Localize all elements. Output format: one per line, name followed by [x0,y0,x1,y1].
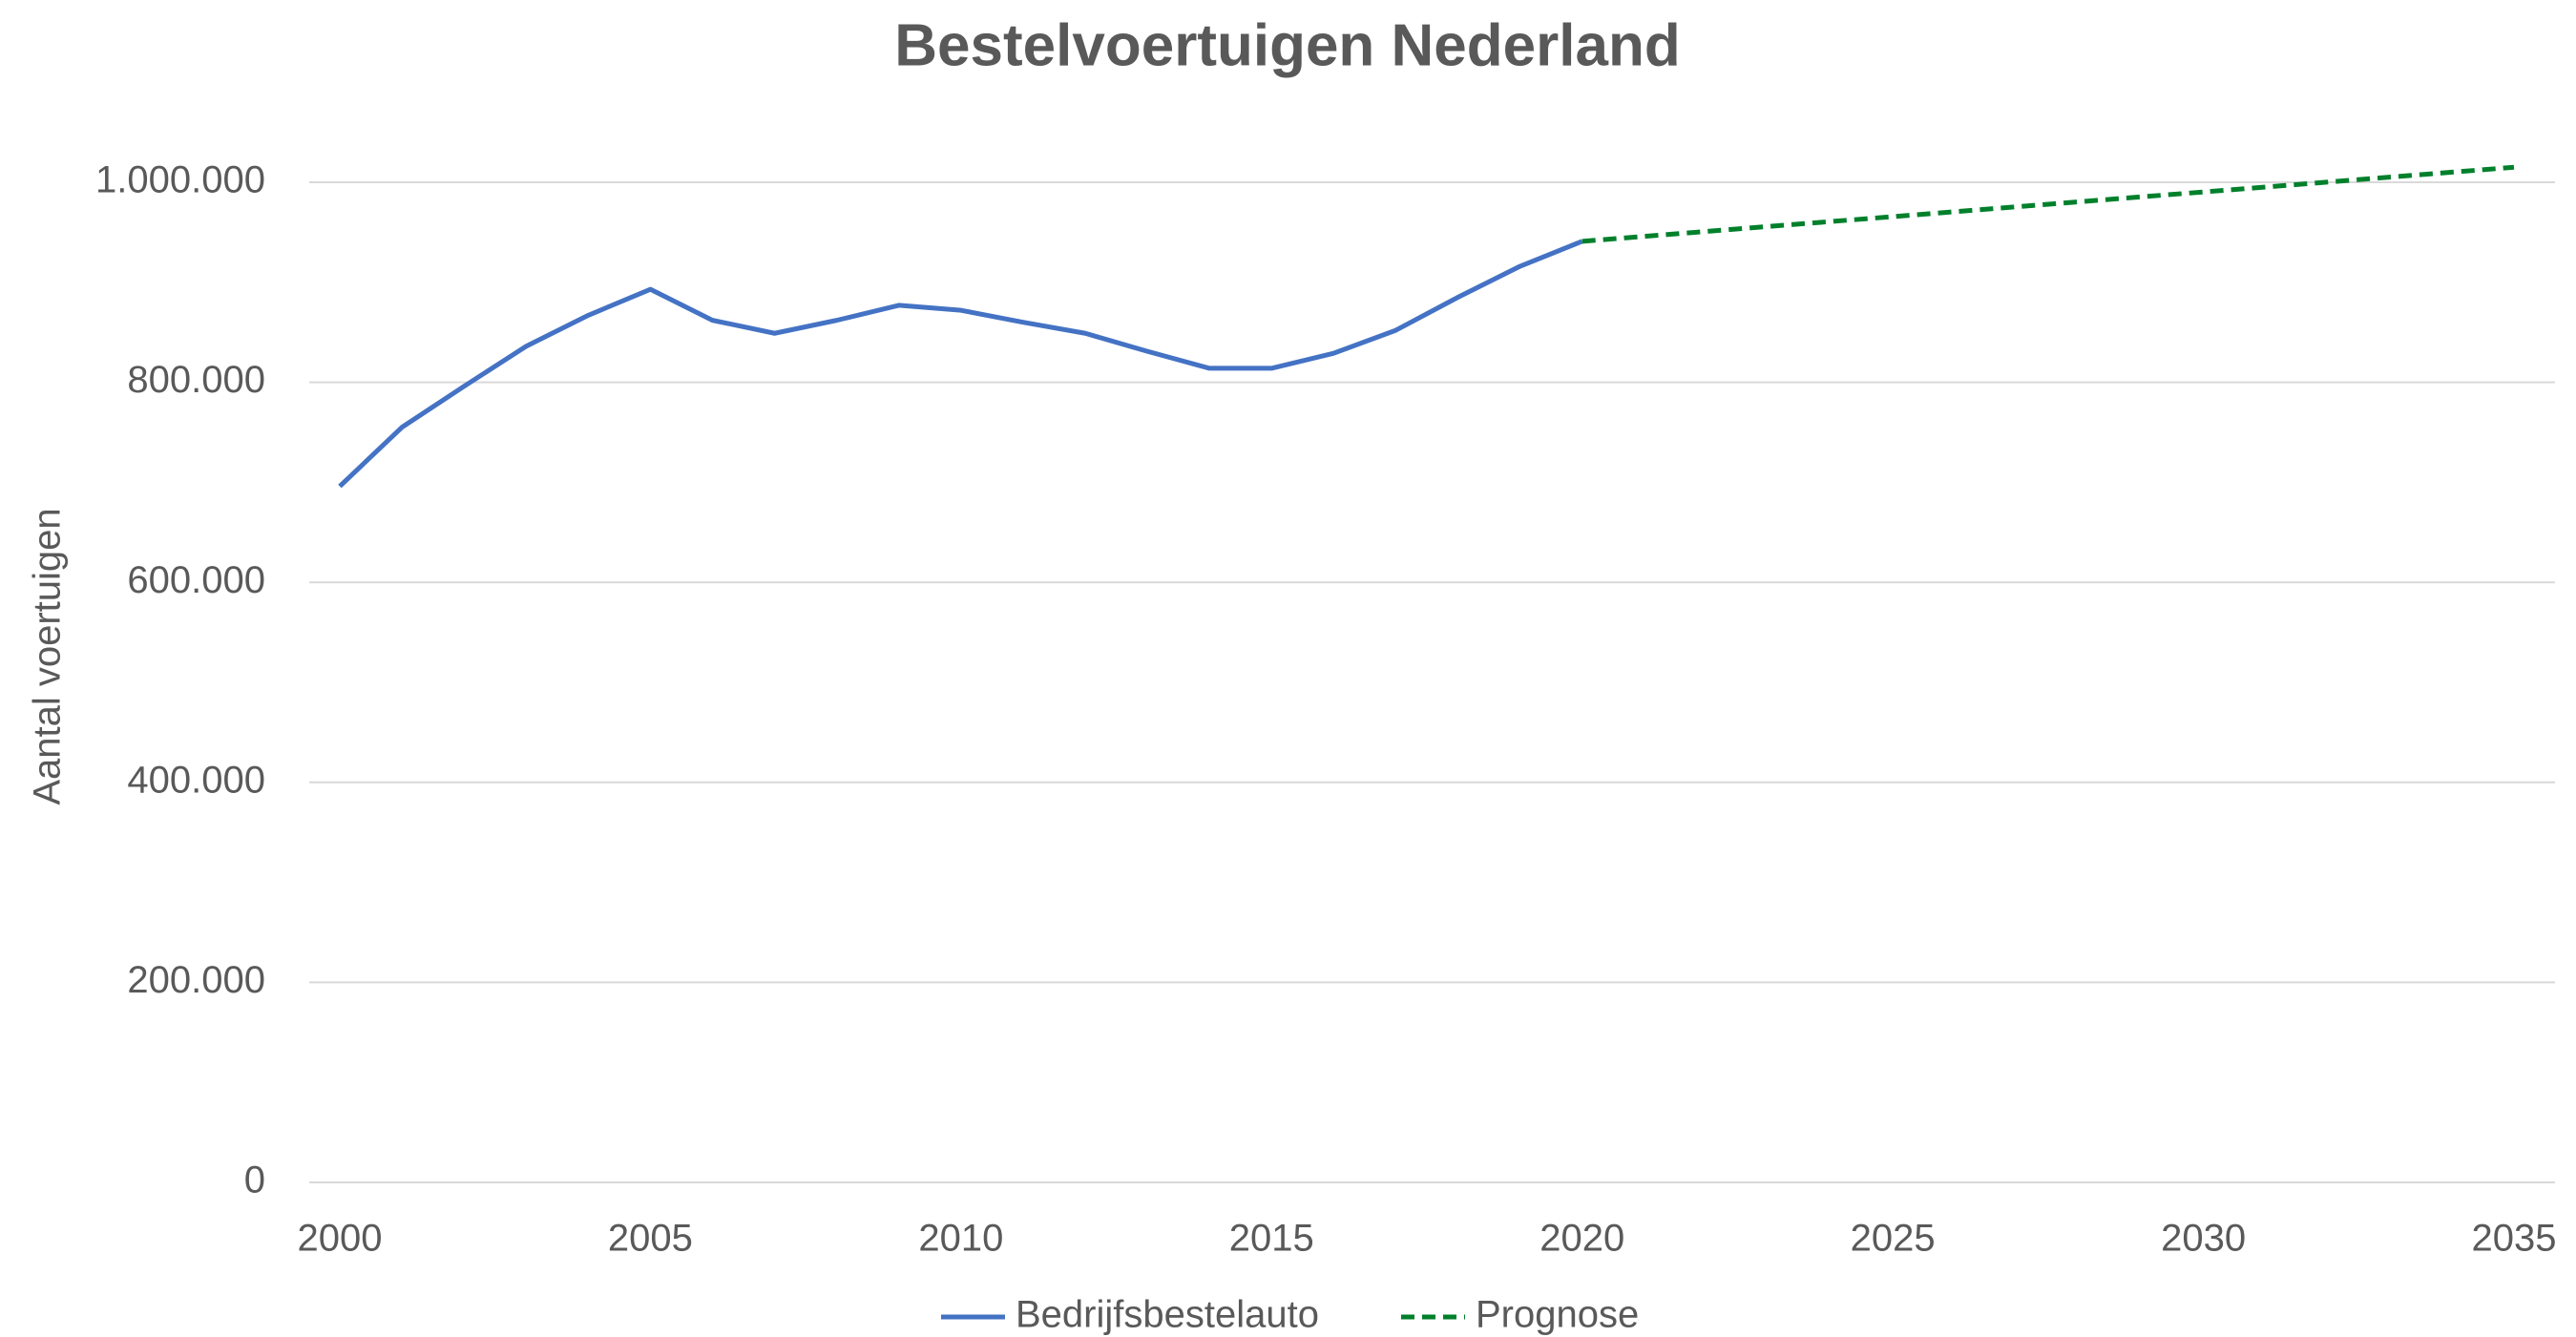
legend-label: Bedrijfsbestelauto [1016,1294,1319,1336]
x-tick-label: 2010 [918,1218,1003,1260]
x-tick-label: 2035 [2472,1218,2557,1260]
y-tick-label: 600.000 [127,559,265,601]
y-tick-label: 0 [244,1159,265,1201]
x-tick-label: 2030 [2161,1218,2246,1260]
y-tick-label: 200.000 [127,959,265,1001]
x-tick-label: 2000 [298,1218,383,1260]
y-tick-label: 400.000 [127,759,265,801]
x-tick-label: 2005 [608,1218,693,1260]
y-tick-label: 800.000 [127,359,265,401]
line-series [1581,164,2515,244]
line-series [338,239,1583,489]
y-axis-label: Aantal voertuigen [27,508,69,804]
x-tick-label: 2025 [1851,1218,1936,1260]
x-tick-label: 2015 [1229,1218,1314,1260]
x-tick-label: 2020 [1539,1218,1624,1260]
legend-label: Prognose [1476,1294,1639,1336]
y-tick-label: 1.000.000 [95,159,265,201]
chart-title: Bestelvoertuigen Nederland [894,12,1680,78]
